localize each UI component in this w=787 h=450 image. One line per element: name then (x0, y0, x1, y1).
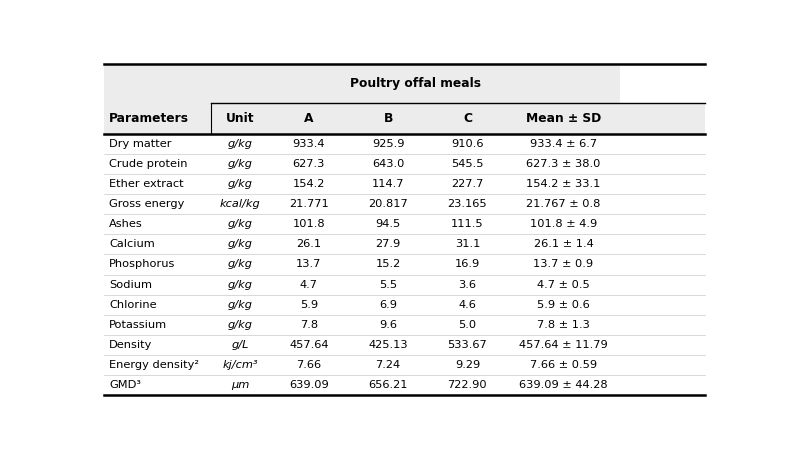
Text: 5.9 ± 0.6: 5.9 ± 0.6 (537, 300, 589, 310)
Text: 7.8: 7.8 (300, 320, 318, 330)
Text: Calcium: Calcium (109, 239, 155, 249)
Text: 111.5: 111.5 (451, 219, 484, 229)
Text: kcal/kg: kcal/kg (220, 199, 260, 209)
Text: Energy density²: Energy density² (109, 360, 199, 370)
Text: 5.9: 5.9 (300, 300, 318, 310)
Text: 910.6: 910.6 (451, 139, 484, 149)
Text: 114.7: 114.7 (371, 179, 405, 189)
Text: 5.0: 5.0 (458, 320, 476, 330)
Text: 26.1: 26.1 (296, 239, 321, 249)
Text: 457.64 ± 11.79: 457.64 ± 11.79 (519, 340, 608, 350)
Text: g/kg: g/kg (227, 320, 253, 330)
Text: GMD³: GMD³ (109, 380, 142, 390)
Text: 13.7: 13.7 (296, 260, 321, 270)
Text: 27.9: 27.9 (375, 239, 401, 249)
Text: 3.6: 3.6 (458, 279, 476, 290)
Text: 7.66 ± 0.59: 7.66 ± 0.59 (530, 360, 597, 370)
Text: 933.4: 933.4 (293, 139, 325, 149)
Text: μm: μm (231, 380, 249, 390)
Text: g/kg: g/kg (227, 139, 253, 149)
Text: g/kg: g/kg (227, 260, 253, 270)
Text: 627.3 ± 38.0: 627.3 ± 38.0 (527, 159, 600, 169)
Text: 4.7: 4.7 (300, 279, 318, 290)
Text: g/kg: g/kg (227, 239, 253, 249)
Text: 643.0: 643.0 (372, 159, 405, 169)
Text: 425.13: 425.13 (368, 340, 408, 350)
Text: Gross energy: Gross energy (109, 199, 185, 209)
Text: Mean ± SD: Mean ± SD (526, 112, 601, 125)
Text: 227.7: 227.7 (451, 179, 483, 189)
Bar (105, 64, 211, 134)
Text: 26.1 ± 1.4: 26.1 ± 1.4 (534, 239, 593, 249)
Text: 4.7 ± 0.5: 4.7 ± 0.5 (537, 279, 589, 290)
Text: 933.4 ± 6.7: 933.4 ± 6.7 (530, 139, 597, 149)
Text: g/kg: g/kg (227, 179, 253, 189)
Text: 94.5: 94.5 (375, 219, 401, 229)
Text: 23.165: 23.165 (448, 199, 487, 209)
Text: 7.66: 7.66 (296, 360, 321, 370)
Text: A: A (304, 112, 313, 125)
Text: 533.67: 533.67 (448, 340, 487, 350)
Text: 545.5: 545.5 (451, 159, 484, 169)
Text: Phosphorus: Phosphorus (109, 260, 176, 270)
Text: 16.9: 16.9 (455, 260, 480, 270)
Text: 9.6: 9.6 (379, 320, 397, 330)
Text: 7.24: 7.24 (375, 360, 401, 370)
Text: Potassium: Potassium (109, 320, 168, 330)
Text: Parameters: Parameters (109, 112, 190, 125)
Text: g/kg: g/kg (227, 219, 253, 229)
Text: Crude protein: Crude protein (109, 159, 188, 169)
Text: Chlorine: Chlorine (109, 300, 157, 310)
Text: 639.09 ± 44.28: 639.09 ± 44.28 (519, 380, 608, 390)
Text: 457.64: 457.64 (289, 340, 328, 350)
Text: 21.767 ± 0.8: 21.767 ± 0.8 (527, 199, 600, 209)
Bar (105, 103, 705, 134)
Text: 154.2 ± 33.1: 154.2 ± 33.1 (527, 179, 600, 189)
Text: Sodium: Sodium (109, 279, 153, 290)
Text: B: B (383, 112, 393, 125)
Text: 9.29: 9.29 (455, 360, 480, 370)
Text: 6.9: 6.9 (379, 300, 397, 310)
Text: g/kg: g/kg (227, 300, 253, 310)
Text: 722.90: 722.90 (448, 380, 487, 390)
Text: 15.2: 15.2 (375, 260, 401, 270)
Text: g/kg: g/kg (227, 279, 253, 290)
Text: 5.5: 5.5 (379, 279, 397, 290)
Text: g/kg: g/kg (227, 159, 253, 169)
Text: Unit: Unit (226, 112, 254, 125)
Text: 31.1: 31.1 (455, 239, 480, 249)
Text: 21.771: 21.771 (289, 199, 329, 209)
Text: 7.8 ± 1.3: 7.8 ± 1.3 (537, 320, 590, 330)
Text: C: C (463, 112, 472, 125)
Text: 639.09: 639.09 (289, 380, 329, 390)
Text: 20.817: 20.817 (368, 199, 408, 209)
Text: kj/cm³: kj/cm³ (223, 360, 258, 370)
Text: 925.9: 925.9 (371, 139, 405, 149)
Bar (211, 64, 620, 103)
Text: Density: Density (109, 340, 153, 350)
Text: 101.8 ± 4.9: 101.8 ± 4.9 (530, 219, 597, 229)
Text: 154.2: 154.2 (293, 179, 325, 189)
Text: 627.3: 627.3 (293, 159, 325, 169)
Text: Ether extract: Ether extract (109, 179, 184, 189)
Text: Dry matter: Dry matter (109, 139, 172, 149)
Text: Ashes: Ashes (109, 219, 143, 229)
Text: 4.6: 4.6 (459, 300, 476, 310)
Text: 101.8: 101.8 (293, 219, 325, 229)
Text: Poultry offal meals: Poultry offal meals (350, 77, 481, 90)
Text: 13.7 ± 0.9: 13.7 ± 0.9 (534, 260, 593, 270)
Text: 656.21: 656.21 (368, 380, 408, 390)
Text: g/L: g/L (231, 340, 249, 350)
